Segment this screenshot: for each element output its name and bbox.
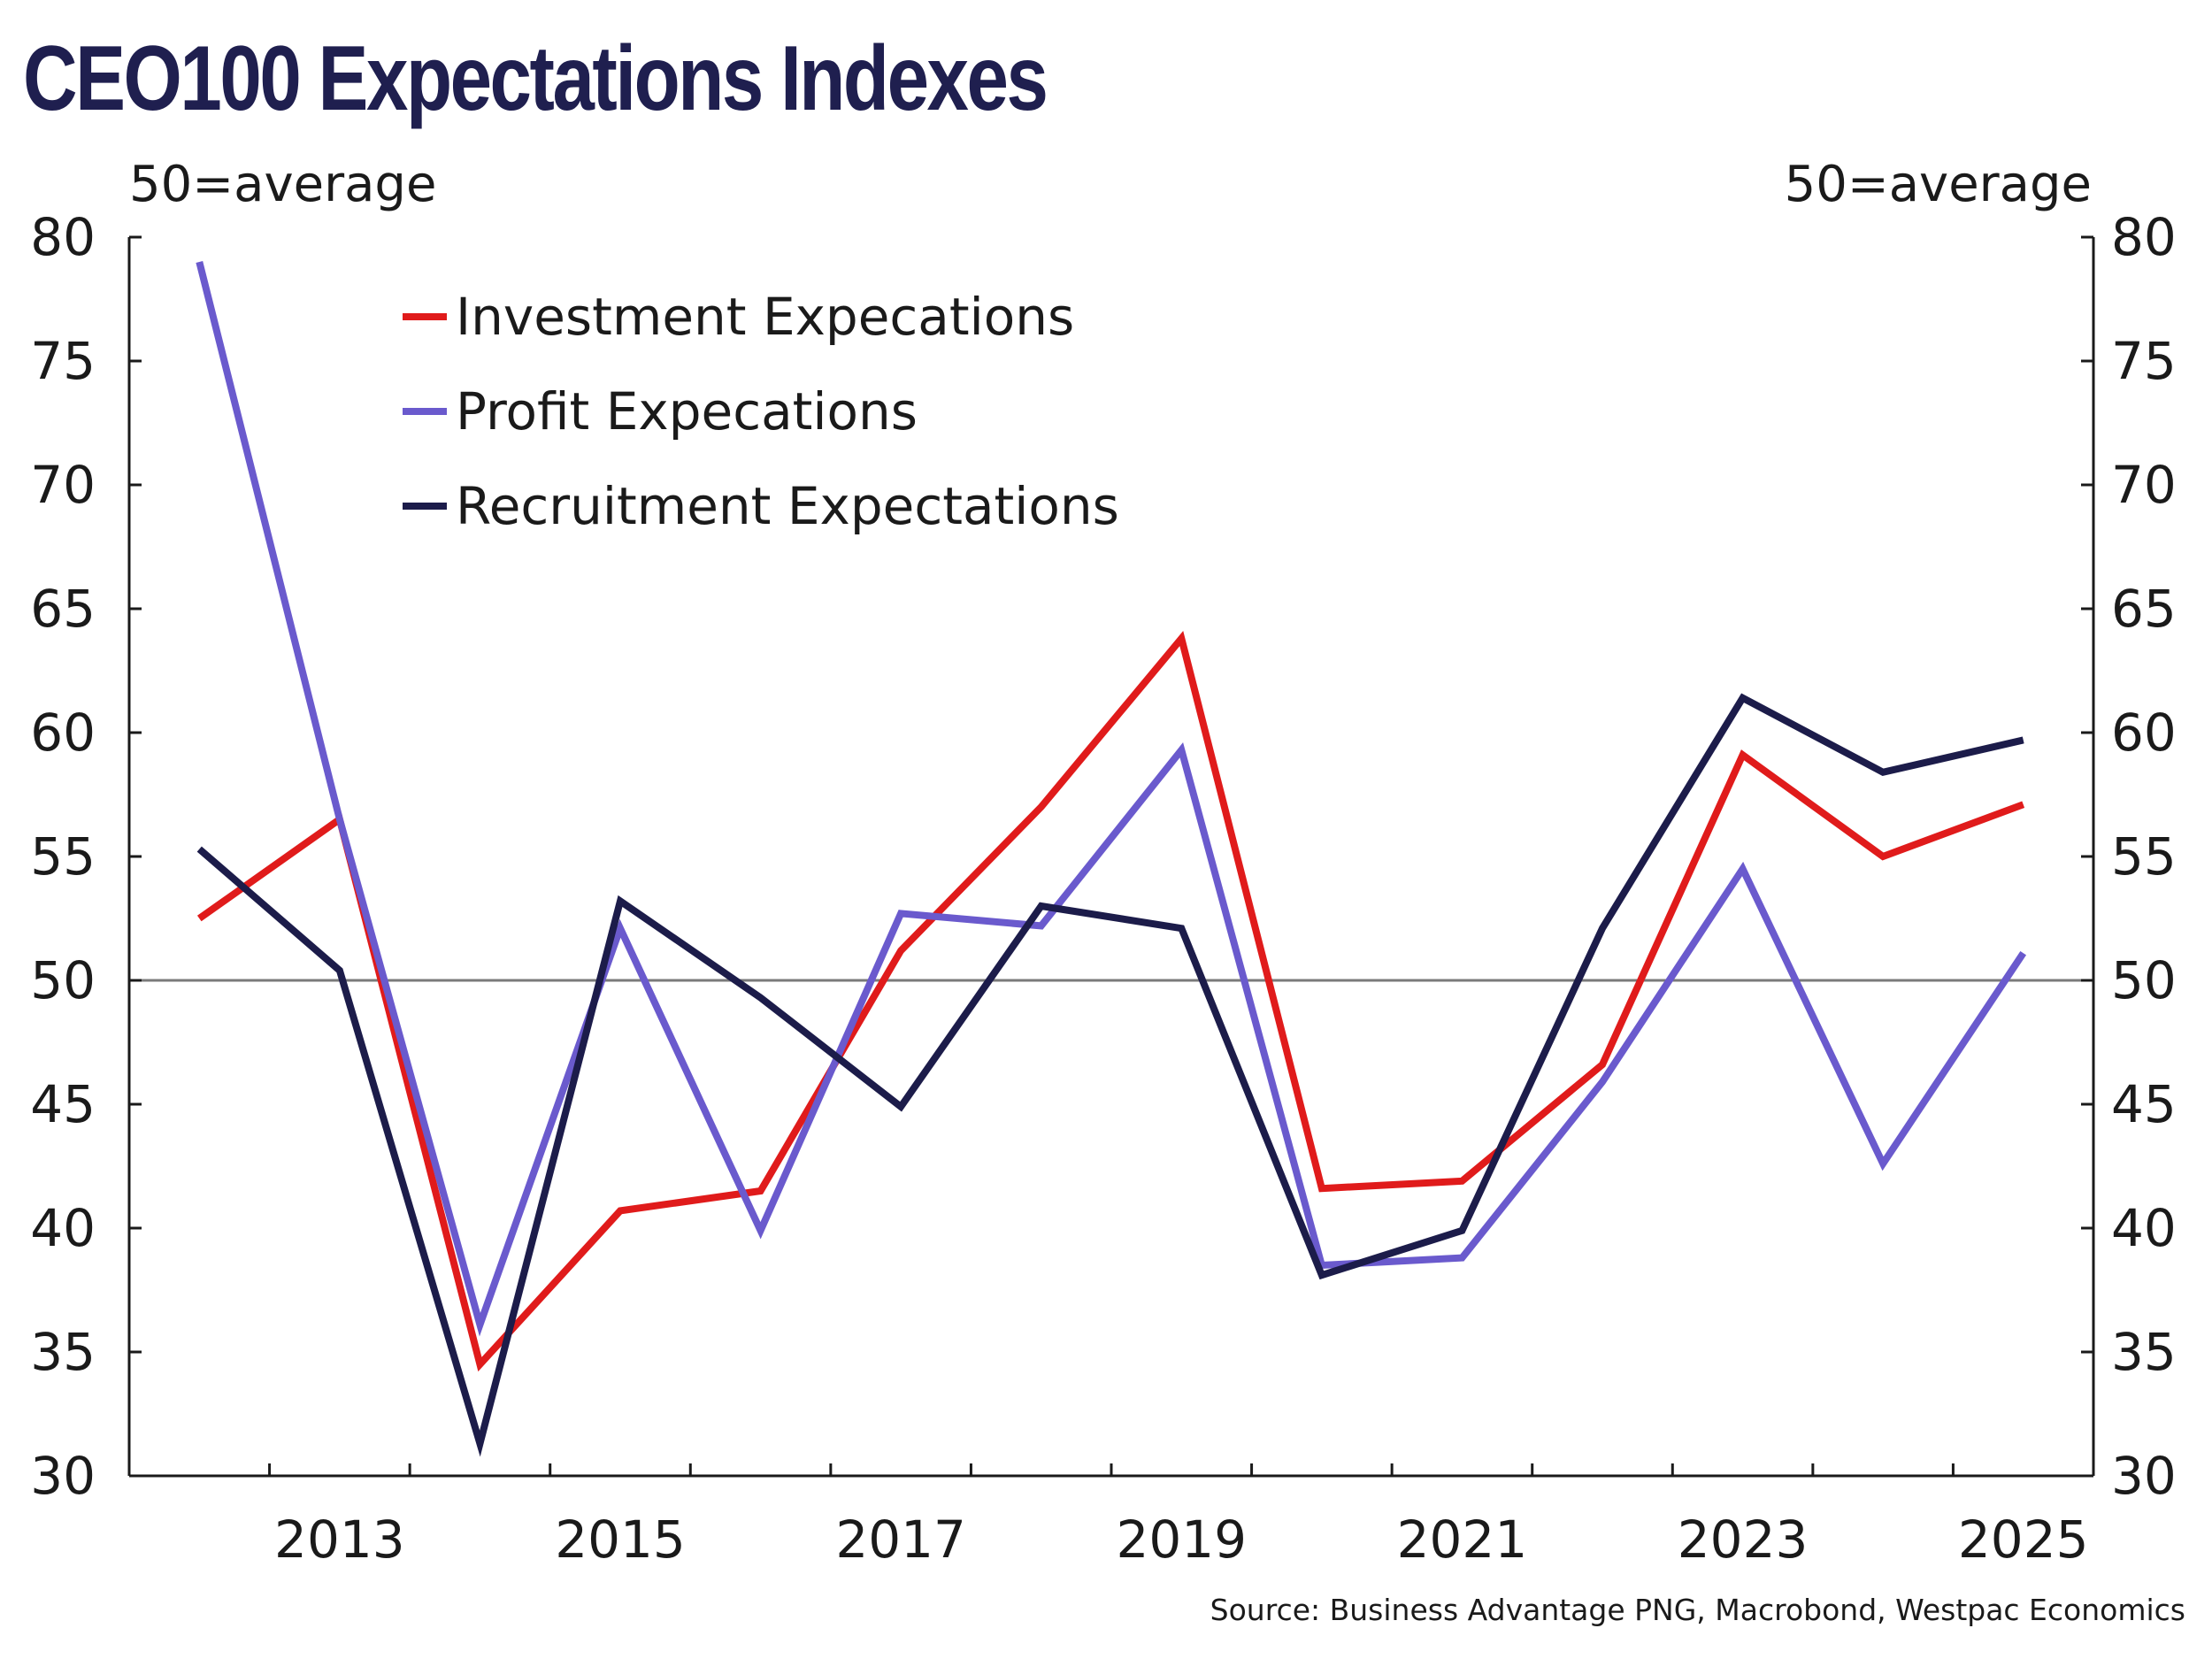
y-tick-label-left-45: 45 <box>30 1074 96 1134</box>
y-tick-label-right-35: 35 <box>2111 1322 2177 1382</box>
y-tick-label-right-60: 60 <box>2111 703 2177 763</box>
x-tick-label-2023: 2023 <box>1678 1509 1809 1570</box>
legend-label-3: Recruitment Expectations <box>456 476 1119 536</box>
y-tick-label-left-65: 65 <box>30 579 96 639</box>
y-tick-label-left-75: 75 <box>30 331 96 391</box>
source-note: Source: Business Advantage PNG, Macrobon… <box>1210 1593 2185 1627</box>
series-line-1 <box>196 631 2025 1372</box>
y-tick-label-left-35: 35 <box>30 1322 96 1382</box>
chart-title: CEO100 Expectations Indexes <box>23 27 1048 130</box>
x-tick-label-2013: 2013 <box>274 1509 405 1570</box>
y-tick-label-right-70: 70 <box>2111 455 2177 515</box>
series-line-2 <box>196 261 2027 1337</box>
right-axis-unit-label: 50=average <box>1784 156 2092 213</box>
x-tick-label-2015: 2015 <box>555 1509 686 1570</box>
y-tick-label-left-80: 80 <box>30 207 96 267</box>
x-tick-label-2021: 2021 <box>1397 1509 1528 1570</box>
x-tick-label-2019: 2019 <box>1116 1509 1247 1570</box>
series-line-3 <box>196 693 2024 1457</box>
y-tick-label-left-70: 70 <box>30 455 96 515</box>
legend-label-1: Investment Expecations <box>456 287 1074 347</box>
y-tick-label-left-50: 50 <box>30 950 96 1010</box>
y-tick-label-left-30: 30 <box>30 1446 96 1506</box>
y-tick-label-left-40: 40 <box>30 1198 96 1258</box>
x-tick-label-2025: 2025 <box>1958 1509 2089 1570</box>
left-axis-unit-label: 50=average <box>129 156 437 213</box>
y-tick-label-right-45: 45 <box>2111 1074 2177 1134</box>
y-tick-label-right-40: 40 <box>2111 1198 2177 1258</box>
legend-label-2: Profit Expecations <box>456 381 918 442</box>
y-tick-label-right-75: 75 <box>2111 331 2177 391</box>
y-tick-label-right-80: 80 <box>2111 207 2177 267</box>
y-tick-label-right-55: 55 <box>2111 826 2177 887</box>
y-tick-label-right-30: 30 <box>2111 1446 2177 1506</box>
y-tick-label-left-55: 55 <box>30 826 96 887</box>
x-tick-label-2017: 2017 <box>835 1509 966 1570</box>
y-tick-label-right-50: 50 <box>2111 950 2177 1010</box>
y-tick-label-right-65: 65 <box>2111 579 2177 639</box>
y-tick-label-left-60: 60 <box>30 703 96 763</box>
